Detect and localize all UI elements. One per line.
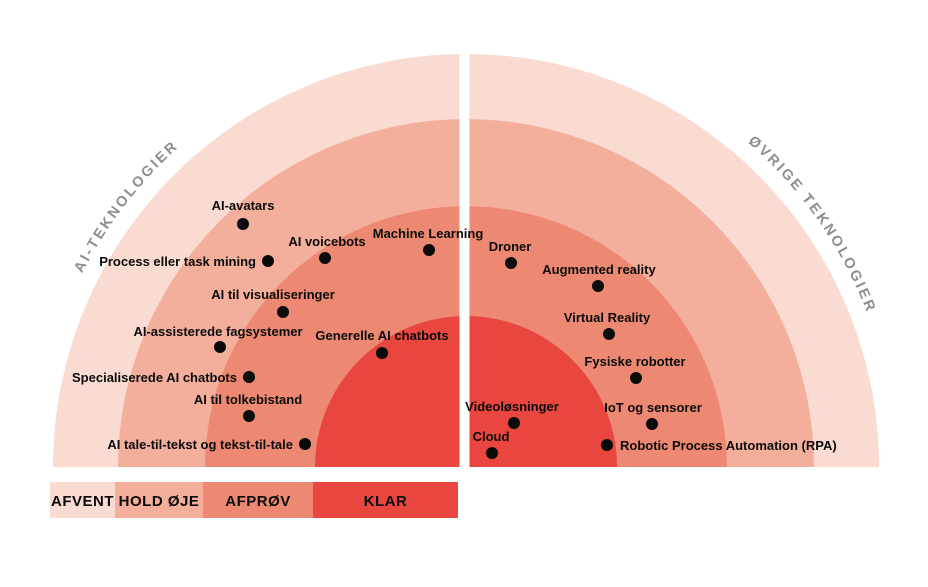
tech-dot bbox=[237, 218, 249, 230]
tech-label: Process eller task mining bbox=[99, 254, 256, 269]
technology-points: AI-avatars Process eller task mining AI vo… bbox=[72, 198, 837, 459]
tech-label: IoT og sensorer bbox=[604, 400, 702, 415]
tech-label: AI til tolkebistand bbox=[194, 392, 302, 407]
tech-dot bbox=[486, 447, 498, 459]
tech-dot bbox=[601, 439, 613, 451]
tech-dot bbox=[603, 328, 615, 340]
tech-label: AI-assisterede fagsystemer bbox=[133, 324, 302, 339]
tech-dot bbox=[277, 306, 289, 318]
tech-dot bbox=[299, 438, 311, 450]
legend-swatch-klar bbox=[313, 482, 458, 518]
tech-label: AI til visualiseringer bbox=[211, 287, 335, 302]
tech-dot bbox=[214, 341, 226, 353]
legend-label-afprov: AFPRØV bbox=[225, 493, 291, 510]
tech-label: Videoløsninger bbox=[465, 399, 559, 414]
legend-swatch-afvent bbox=[50, 482, 115, 518]
tech-label: Droner bbox=[489, 239, 532, 254]
tech-dot bbox=[646, 418, 658, 430]
tech-label: AI-avatars bbox=[212, 198, 275, 213]
tech-dot bbox=[423, 244, 435, 256]
legend-label-afvent: AFVENT bbox=[51, 493, 114, 510]
legend-swatch-afprov bbox=[203, 482, 313, 518]
tech-dot bbox=[376, 347, 388, 359]
tech-label: AI tale-til-tekst og tekst-til-tale bbox=[107, 437, 293, 452]
tech-dot bbox=[243, 371, 255, 383]
legend: AFVENT HOLD ØJE AFPRØV KLAR bbox=[50, 482, 458, 518]
tech-dot bbox=[630, 372, 642, 384]
tech-dot bbox=[319, 252, 331, 264]
tech-dot bbox=[262, 255, 274, 267]
tech-label: Machine Learning bbox=[373, 226, 484, 241]
tech-label: Cloud bbox=[473, 429, 510, 444]
tech-label: Robotic Process Automation (RPA) bbox=[620, 438, 837, 453]
legend-swatch-hold-oje bbox=[115, 482, 203, 518]
half-divider bbox=[459, 50, 470, 468]
legend-label-klar: KLAR bbox=[364, 493, 408, 510]
tech-label: Specialiserede AI chatbots bbox=[72, 370, 237, 385]
tech-label: Fysiske robotter bbox=[584, 354, 685, 369]
tech-dot bbox=[592, 280, 604, 292]
tech-dot bbox=[505, 257, 517, 269]
tech-label: Augmented reality bbox=[542, 262, 656, 277]
tech-label: Generelle AI chatbots bbox=[315, 328, 448, 343]
tech-dot bbox=[508, 417, 520, 429]
legend-label-hold-oje: HOLD ØJE bbox=[119, 493, 200, 510]
tech-label: Virtual Reality bbox=[564, 310, 651, 325]
tech-label: AI voicebots bbox=[288, 234, 365, 249]
tech-dot bbox=[243, 410, 255, 422]
